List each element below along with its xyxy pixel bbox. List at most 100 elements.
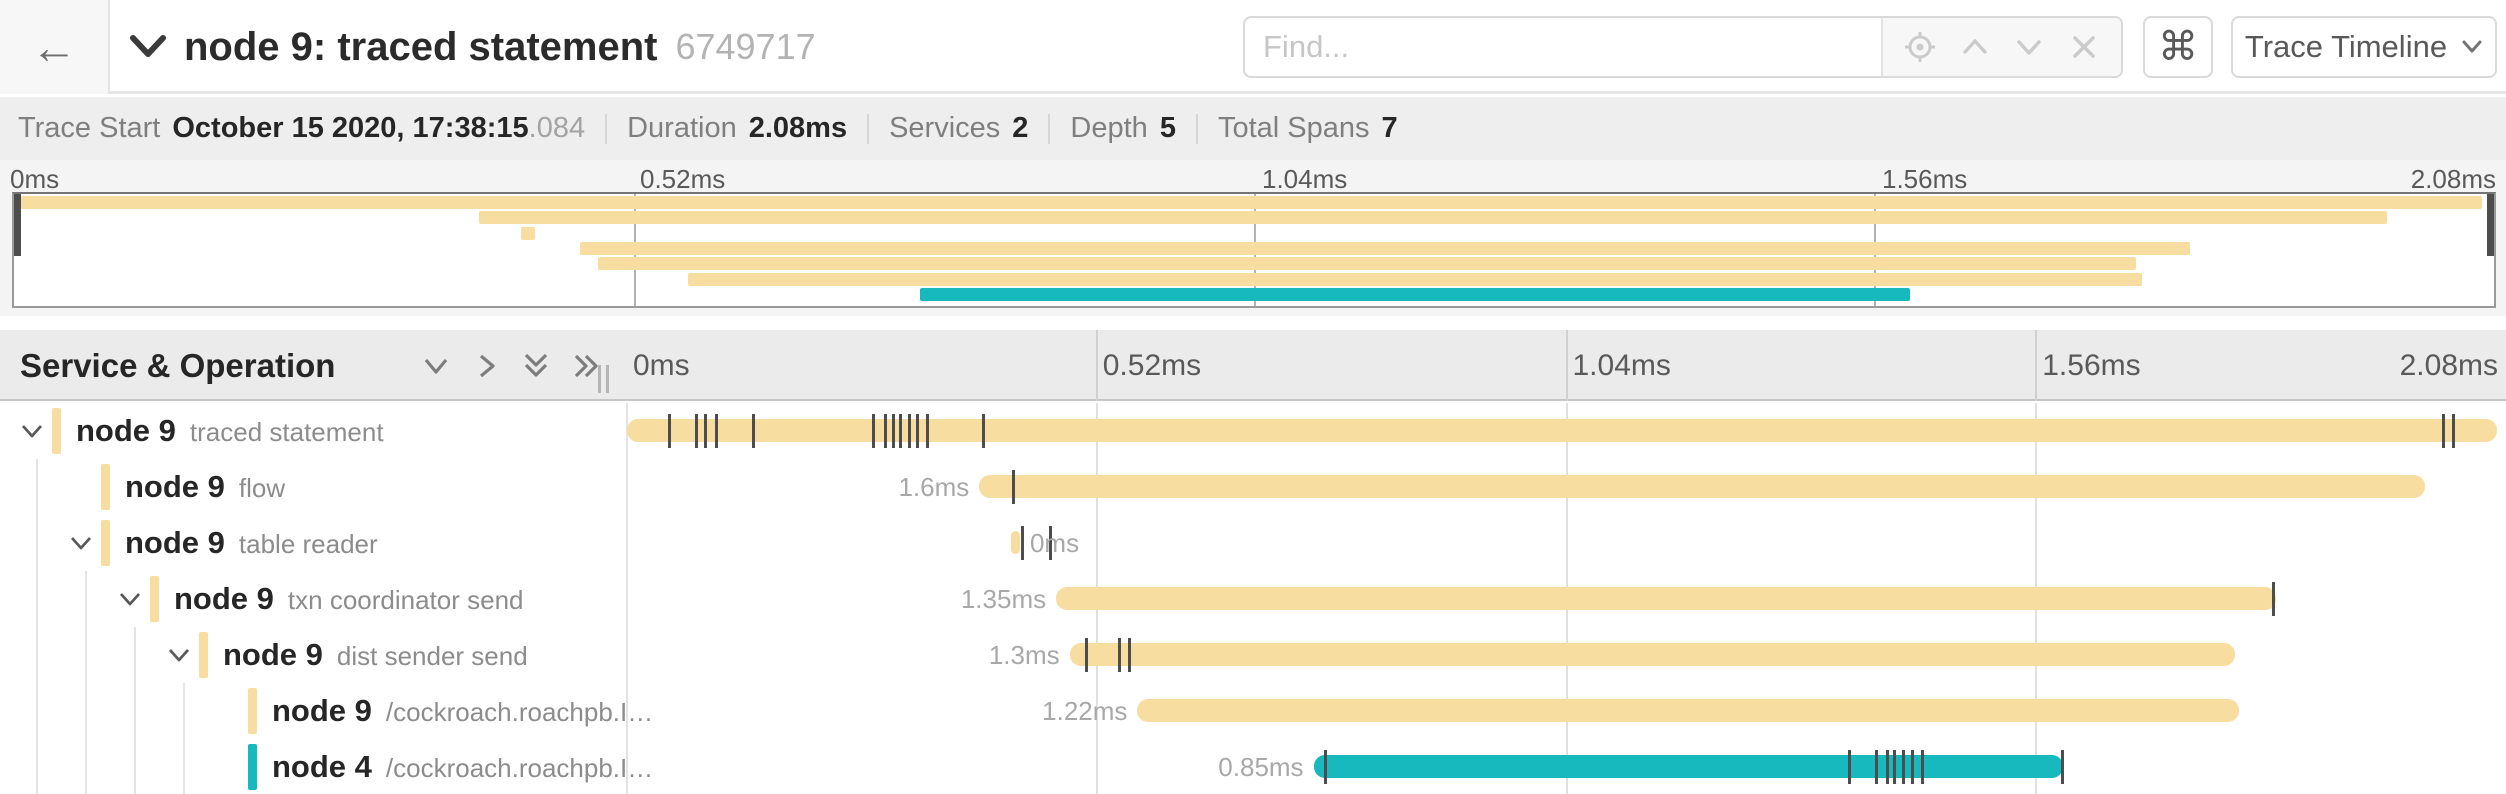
span-log-tick (715, 414, 719, 448)
span-log-tick (1118, 638, 1122, 672)
span-row[interactable]: node 4/cockroach.roachpb.I… 0.85ms (0, 739, 2506, 794)
span-rows: node 9 traced statement node 9 flow 1.6ms nod… (0, 403, 2506, 794)
indent-guide (36, 515, 38, 571)
timeline-gridline (1095, 330, 1098, 401)
span-log-tick (2060, 750, 2064, 784)
prev-result-icon[interactable] (1958, 30, 1992, 64)
next-result-icon[interactable] (2012, 30, 2046, 64)
span-row[interactable]: node 9 traced statement (0, 403, 2506, 459)
span-name: node 9 traced statement (76, 403, 384, 459)
expand-all-icon[interactable] (570, 350, 602, 382)
span-row[interactable]: node 9/cockroach.roachpb.I… 1.22ms (0, 683, 2506, 739)
span-duration-label: 1.6ms (898, 472, 970, 502)
span-log-tick (1886, 750, 1890, 784)
span-bar[interactable] (979, 475, 2425, 498)
view-selector-dropdown[interactable]: Trace Timeline (2231, 16, 2497, 78)
tree-controls (420, 330, 602, 401)
span-log-tick (925, 414, 929, 448)
span-log-tick (915, 414, 919, 448)
column-resizer-grip[interactable] (598, 365, 614, 393)
minimap-left-scrubber[interactable] (14, 194, 21, 256)
span-duration-label: 1.22ms (1042, 696, 1128, 726)
span-bar[interactable] (1137, 699, 2240, 722)
span-log-tick (694, 414, 698, 448)
indent-guide (36, 739, 38, 794)
span-log-tick (2271, 582, 2275, 616)
span-log-tick (884, 414, 888, 448)
span-name: node 9/cockroach.roachpb.I… (272, 683, 652, 739)
timeline-tick-label: 0ms (633, 348, 690, 382)
span-bar[interactable] (1010, 531, 1020, 554)
locate-icon[interactable] (1903, 30, 1937, 64)
indent-guide (134, 627, 136, 683)
span-duration-label: 1.3ms (988, 640, 1060, 670)
service-name: node 9 (272, 693, 372, 728)
collapse-all-icon[interactable] (520, 350, 552, 382)
summary-item-label: Services (889, 112, 1001, 144)
span-bar[interactable] (627, 419, 2497, 442)
keyboard-shortcuts-button[interactable]: ⌘ (2143, 16, 2213, 78)
find-input[interactable] (1245, 18, 1881, 76)
collapse-one-icon[interactable] (420, 350, 452, 382)
summary-item-value: 7 (1381, 112, 1398, 144)
clear-search-icon[interactable] (2067, 30, 2101, 64)
summary-item: Duration 2.08ms (627, 112, 847, 145)
span-log-tick (1920, 750, 1924, 784)
trace-header-collapse-toggle[interactable] (126, 27, 170, 67)
span-collapse-chevron-icon[interactable] (18, 417, 46, 445)
indent-guide (36, 571, 38, 627)
span-log-tick (1875, 750, 1879, 784)
minimap-right-scrubber[interactable] (2487, 194, 2494, 256)
span-log-tick (751, 414, 755, 448)
timeline-gridline (2035, 330, 2038, 401)
span-log-tick (1324, 750, 1328, 784)
minimap-tick-label: 1.56ms (1882, 164, 1968, 194)
expand-one-icon[interactable] (470, 350, 502, 382)
minimap-span-bar (520, 226, 536, 240)
indent-guide (183, 739, 185, 794)
indent-guide (183, 683, 185, 739)
span-bar[interactable] (1056, 587, 2276, 610)
minimap-canvas[interactable] (12, 192, 2496, 308)
span-name: node 9 txn coordinator send (174, 571, 524, 627)
minimap-span-bar (687, 272, 2143, 286)
timeline-tick-label: 2.08ms (2399, 348, 2498, 382)
span-name: node 9 dist sender send (223, 627, 528, 683)
indent-guide (134, 739, 136, 794)
indent-guide (36, 459, 38, 515)
span-log-tick (1128, 638, 1132, 672)
indent-guide (36, 683, 38, 739)
operation-name: traced statement (189, 417, 384, 447)
minimap-axis-labels: 0ms 0.52ms 1.04ms 1.56ms 2.08ms (0, 164, 2506, 194)
back-button[interactable]: ← (0, 0, 110, 94)
top-bar: ← node 9: traced statement 6749717 ⌘ (0, 0, 2506, 94)
summary-item-value: 2.08ms (748, 112, 848, 144)
summary-item: Depth 5 (1070, 112, 1176, 145)
span-duration-label: 1.35ms (960, 584, 1047, 614)
span-row[interactable]: node 9 table reader 0ms (0, 515, 2506, 571)
span-collapse-chevron-icon[interactable] (67, 529, 95, 557)
span-duration-label: 0.85ms (1218, 752, 1304, 782)
minimap-span-bar (598, 257, 2137, 271)
span-log-tick (898, 414, 902, 448)
span-collapse-chevron-icon[interactable] (165, 641, 193, 669)
span-row[interactable]: node 9 txn coordinator send 1.35ms (0, 571, 2506, 627)
span-bar[interactable] (1069, 643, 2235, 666)
span-row[interactable]: node 9 flow 1.6ms (0, 459, 2506, 515)
timeline-tick-label: 0.52ms (1102, 348, 1202, 382)
summary-item-value: October 15 2020, 17:38:15 (172, 112, 529, 144)
span-name: node 9 table reader (125, 515, 378, 571)
span-collapse-chevron-icon[interactable] (116, 585, 144, 613)
operation-name: flow (238, 473, 286, 503)
minimap-tick-label: 0.52ms (640, 164, 726, 194)
indent-guide (134, 683, 136, 739)
summary-item-label: Trace Start (18, 112, 161, 144)
service-operation-header: Service & Operation (20, 346, 336, 384)
span-row[interactable]: node 9 dist sender send 1.3ms (0, 627, 2506, 683)
operation-name: table reader (238, 529, 378, 559)
summary-item-value: 2 (1012, 112, 1029, 144)
span-bar[interactable] (1313, 755, 2064, 778)
service-name: node 4 (272, 749, 372, 784)
service-color-swatch (248, 744, 257, 790)
trace-summary-bar: Trace Start October 15 2020, 17:38:15 .0… (0, 97, 2506, 160)
